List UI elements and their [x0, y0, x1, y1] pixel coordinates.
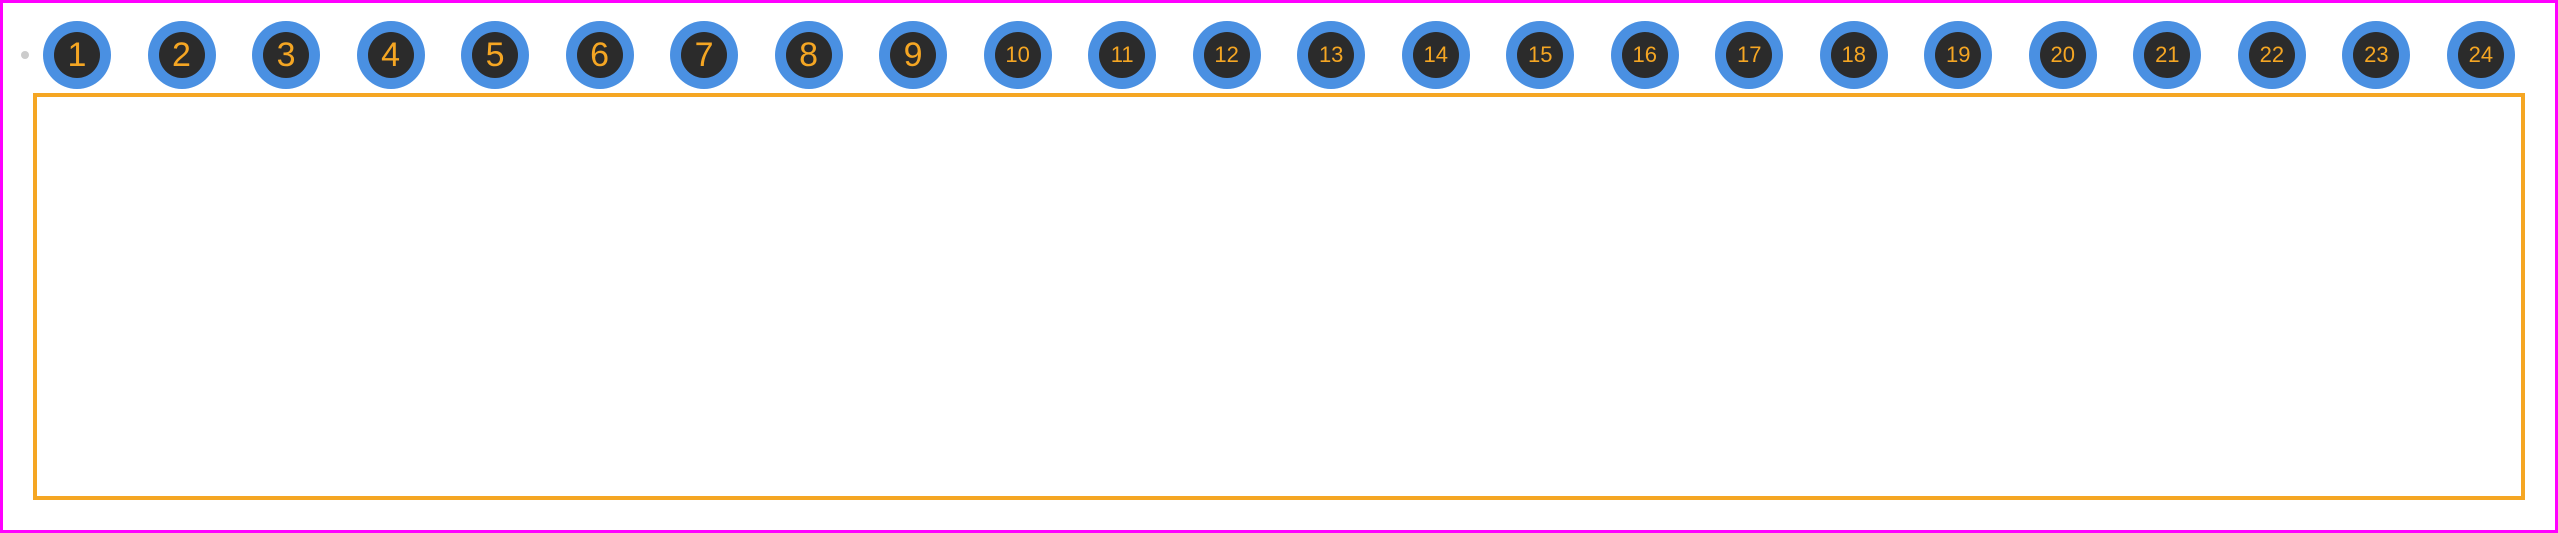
pin-label: 17	[1737, 42, 1761, 68]
pin-hole-8: 8	[786, 32, 832, 78]
pin-label: 12	[1214, 42, 1238, 68]
pin-label: 6	[590, 36, 609, 75]
pin-label: 2	[172, 36, 191, 75]
pin-hole-20: 20	[2040, 32, 2086, 78]
pin-label: 1	[68, 36, 87, 75]
origin-marker	[21, 51, 29, 59]
pin-hole-17: 17	[1726, 32, 1772, 78]
pin-hole-10: 10	[995, 32, 1041, 78]
pin-pad-24: 24	[2447, 21, 2515, 89]
pin-label: 14	[1423, 42, 1447, 68]
pin-pad-22: 22	[2238, 21, 2306, 89]
pin-hole-11: 11	[1099, 32, 1145, 78]
pin-label: 3	[277, 36, 296, 75]
pin-label: 9	[904, 36, 923, 75]
pin-hole-16: 16	[1622, 32, 1668, 78]
pin-pad-23: 23	[2342, 21, 2410, 89]
pin-label: 5	[486, 36, 505, 75]
pin-hole-7: 7	[681, 32, 727, 78]
pin-pad-10: 10	[984, 21, 1052, 89]
pin-label: 24	[2469, 42, 2493, 68]
pin-hole-9: 9	[890, 32, 936, 78]
pin-pad-9: 9	[879, 21, 947, 89]
component-body-outline	[33, 93, 2525, 500]
pin-pad-2: 2	[148, 21, 216, 89]
pin-label: 19	[1946, 42, 1970, 68]
pin-hole-6: 6	[577, 32, 623, 78]
pin-label: 11	[1111, 42, 1134, 68]
pin-hole-18: 18	[1831, 32, 1877, 78]
pin-label: 15	[1528, 42, 1552, 68]
pin-pad-14: 14	[1402, 21, 1470, 89]
pin-hole-22: 22	[2249, 32, 2295, 78]
pin-pad-15: 15	[1506, 21, 1574, 89]
pin-pad-12: 12	[1193, 21, 1261, 89]
pin-pad-6: 6	[566, 21, 634, 89]
pin-hole-1: 1	[54, 32, 100, 78]
pin-pad-13: 13	[1297, 21, 1365, 89]
pin-label: 13	[1319, 42, 1343, 68]
pin-pad-5: 5	[461, 21, 529, 89]
pin-pad-3: 3	[252, 21, 320, 89]
pin-label: 21	[2155, 42, 2179, 68]
pin-pad-20: 20	[2029, 21, 2097, 89]
pin-row: 123456789101112131415161718192021222324	[43, 21, 2515, 89]
pin-hole-24: 24	[2458, 32, 2504, 78]
pin-label: 7	[695, 36, 714, 75]
pin-label: 8	[799, 36, 818, 75]
pin-pad-16: 16	[1611, 21, 1679, 89]
pin-hole-12: 12	[1204, 32, 1250, 78]
pin-pad-19: 19	[1924, 21, 1992, 89]
pin-label: 16	[1632, 42, 1656, 68]
pin-label: 4	[381, 36, 400, 75]
pin-hole-23: 23	[2353, 32, 2399, 78]
pin-label: 23	[2364, 42, 2388, 68]
pin-hole-2: 2	[159, 32, 205, 78]
pin-hole-15: 15	[1517, 32, 1563, 78]
pin-hole-14: 14	[1413, 32, 1459, 78]
pin-hole-19: 19	[1935, 32, 1981, 78]
pin-pad-8: 8	[775, 21, 843, 89]
pin-label: 10	[1005, 42, 1029, 68]
pin-hole-13: 13	[1308, 32, 1354, 78]
pin-label: 18	[1842, 42, 1866, 68]
pin-hole-4: 4	[368, 32, 414, 78]
pin-pad-18: 18	[1820, 21, 1888, 89]
pcb-footprint-frame: 123456789101112131415161718192021222324	[0, 0, 2558, 533]
pin-hole-3: 3	[263, 32, 309, 78]
pin-pad-1: 1	[43, 21, 111, 89]
pin-pad-4: 4	[357, 21, 425, 89]
pin-label: 22	[2260, 42, 2284, 68]
pin-hole-21: 21	[2144, 32, 2190, 78]
pin-pad-11: 11	[1088, 21, 1156, 89]
pin-hole-5: 5	[472, 32, 518, 78]
pin-pad-21: 21	[2133, 21, 2201, 89]
pin-pad-7: 7	[670, 21, 738, 89]
pin-pad-17: 17	[1715, 21, 1783, 89]
pin-label: 20	[2051, 42, 2075, 68]
